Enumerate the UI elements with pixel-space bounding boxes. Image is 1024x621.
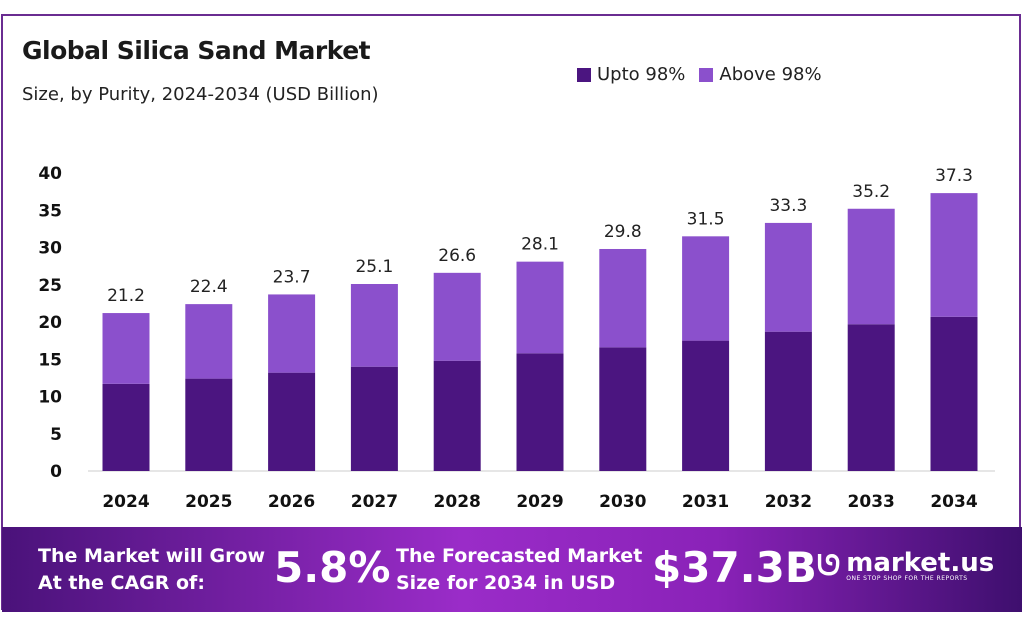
x-tick-label: 2026	[268, 492, 315, 512]
cagr-value: 5.8%	[274, 543, 391, 592]
legend-item-upto-98: Upto 98%	[577, 64, 685, 85]
forecast-label-line1: The Forecasted Market	[396, 545, 643, 567]
logo-name: market.us	[846, 547, 995, 578]
cagr-label-line1: The Market will Grow	[38, 545, 266, 567]
total-data-label: 28.1	[521, 235, 559, 255]
x-tick-label: 2028	[434, 492, 481, 512]
y-tick-label: 20	[38, 313, 62, 333]
bar-segment-above-98	[764, 222, 812, 332]
chart-title: Global Silica Sand Market	[22, 36, 371, 65]
bar-segment-above-98	[682, 236, 730, 341]
bar-segment-upto-98	[268, 372, 316, 471]
y-tick-label: 15	[38, 350, 62, 370]
chart-subtitle: Size, by Purity, 2024-2034 (USD Billion)	[22, 84, 379, 105]
legend-item-above-98: Above 98%	[699, 64, 822, 85]
total-data-label: 22.4	[190, 277, 228, 297]
y-tick-label: 5	[50, 425, 62, 445]
x-tick-label: 2034	[930, 492, 977, 512]
summary-banner: The Market will Grow At the CAGR of: 5.8…	[2, 527, 1022, 612]
x-tick-label: 2031	[682, 492, 729, 512]
bar-segment-upto-98	[433, 360, 481, 471]
total-data-label: 35.2	[852, 182, 890, 202]
bar-segment-upto-98	[847, 324, 895, 471]
bar-segment-upto-98	[102, 383, 150, 471]
total-data-label: 29.8	[604, 222, 642, 242]
logo-mark-icon: ᘎ	[817, 549, 841, 582]
forecast-label: The Forecasted Market Size for 2034 in U…	[396, 543, 642, 597]
bar-segment-above-98	[102, 313, 150, 384]
legend: Upto 98% Above 98%	[577, 64, 822, 85]
total-data-label: 31.5	[687, 209, 725, 229]
y-tick-label: 35	[38, 201, 62, 221]
bar-segment-above-98	[930, 193, 978, 317]
legend-swatch	[699, 67, 714, 82]
bar-chart: 051015202530354021.2202422.4202523.72026…	[38, 164, 995, 512]
bar-segment-above-98	[268, 294, 316, 373]
total-data-label: 23.7	[273, 267, 311, 287]
x-tick-label: 2024	[102, 492, 149, 512]
market-us-logo: ᘎ market.us ONE STOP SHOP FOR THE REPORT…	[817, 549, 994, 583]
bar-segment-above-98	[350, 284, 398, 367]
bar-segment-upto-98	[682, 340, 730, 471]
y-tick-label: 30	[38, 239, 62, 259]
total-data-label: 25.1	[355, 257, 393, 277]
legend-swatch	[577, 67, 591, 82]
bar-segment-above-98	[847, 208, 895, 325]
x-tick-label: 2029	[516, 492, 563, 512]
bar-segment-upto-98	[185, 378, 233, 471]
x-tick-label: 2025	[185, 492, 232, 512]
cagr-label-line2: At the CAGR of:	[38, 572, 205, 594]
legend-label: Above 98%	[719, 64, 822, 85]
bar-segment-upto-98	[350, 366, 398, 471]
cagr-label: The Market will Grow At the CAGR of:	[38, 543, 265, 597]
bar-segment-upto-98	[930, 316, 978, 471]
y-tick-label: 0	[50, 462, 62, 482]
forecast-label-line2: Size for 2034 in USD	[396, 572, 616, 594]
total-data-label: 37.3	[935, 166, 973, 186]
y-tick-label: 25	[38, 276, 62, 296]
x-tick-label: 2027	[351, 492, 398, 512]
bar-segment-upto-98	[516, 353, 564, 471]
y-tick-label: 40	[38, 164, 62, 184]
logo-tagline: ONE STOP SHOP FOR THE REPORTS	[846, 574, 968, 582]
total-data-label: 33.3	[769, 196, 807, 216]
total-data-label: 26.6	[438, 246, 476, 266]
bar-segment-above-98	[185, 304, 233, 379]
bar-segment-upto-98	[599, 347, 647, 471]
total-data-label: 21.2	[107, 286, 145, 306]
bar-segment-upto-98	[764, 331, 812, 471]
y-tick-label: 10	[38, 388, 62, 408]
legend-label: Upto 98%	[597, 64, 686, 85]
x-tick-label: 2030	[599, 492, 646, 512]
bar-segment-above-98	[599, 248, 647, 348]
forecast-value: $37.3B	[652, 543, 817, 592]
bar-segment-above-98	[433, 272, 481, 361]
x-tick-label: 2033	[848, 492, 895, 512]
bar-segment-above-98	[516, 261, 564, 354]
x-tick-label: 2032	[765, 492, 812, 512]
